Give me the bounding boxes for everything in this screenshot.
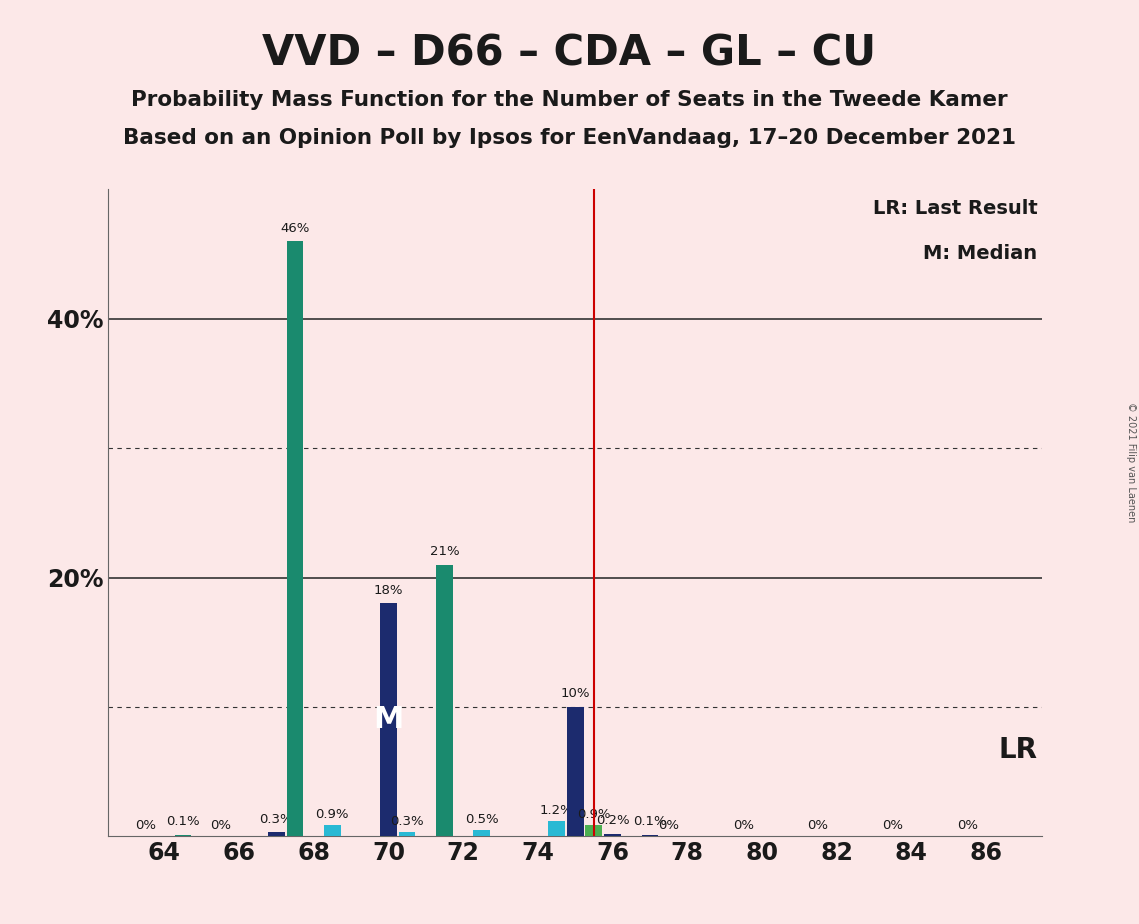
Text: 0%: 0%	[210, 820, 231, 833]
Text: 0%: 0%	[957, 820, 978, 833]
Text: 46%: 46%	[280, 222, 310, 235]
Text: 0.1%: 0.1%	[166, 816, 199, 829]
Bar	[380, 603, 396, 836]
Text: 18%: 18%	[374, 584, 403, 597]
Text: 0.3%: 0.3%	[260, 813, 293, 826]
Text: LR: Last Result: LR: Last Result	[872, 199, 1038, 218]
Bar	[268, 833, 285, 836]
Text: 0%: 0%	[136, 820, 156, 833]
Text: 21%: 21%	[429, 545, 459, 558]
Bar	[474, 830, 490, 836]
Text: M: M	[374, 705, 403, 735]
Text: 1.2%: 1.2%	[540, 804, 573, 817]
Text: 0.2%: 0.2%	[596, 814, 630, 827]
Text: 0.1%: 0.1%	[633, 816, 666, 829]
Bar	[323, 824, 341, 836]
Text: 0%: 0%	[808, 820, 828, 833]
Text: 0.9%: 0.9%	[316, 808, 350, 821]
Text: LR: LR	[999, 736, 1038, 764]
Text: 0%: 0%	[732, 820, 754, 833]
Text: 0.9%: 0.9%	[577, 808, 611, 821]
Bar	[436, 565, 453, 836]
Bar	[399, 833, 416, 836]
Text: © 2021 Filip van Laenen: © 2021 Filip van Laenen	[1125, 402, 1136, 522]
Text: 10%: 10%	[560, 687, 590, 700]
Bar	[585, 824, 603, 836]
Bar	[548, 821, 565, 836]
Text: VVD – D66 – CDA – GL – CU: VVD – D66 – CDA – GL – CU	[262, 32, 877, 74]
Text: 0%: 0%	[883, 820, 903, 833]
Text: 0.5%: 0.5%	[465, 813, 499, 826]
Bar	[567, 707, 583, 836]
Bar	[641, 835, 658, 836]
Bar	[287, 241, 303, 836]
Text: Probability Mass Function for the Number of Seats in the Tweede Kamer: Probability Mass Function for the Number…	[131, 90, 1008, 110]
Bar	[174, 835, 191, 836]
Text: Based on an Opinion Poll by Ipsos for EenVandaag, 17–20 December 2021: Based on an Opinion Poll by Ipsos for Ee…	[123, 128, 1016, 148]
Text: 0.3%: 0.3%	[391, 816, 424, 829]
Text: M: Median: M: Median	[924, 244, 1038, 263]
Bar	[604, 833, 621, 836]
Text: 0%: 0%	[658, 820, 679, 833]
